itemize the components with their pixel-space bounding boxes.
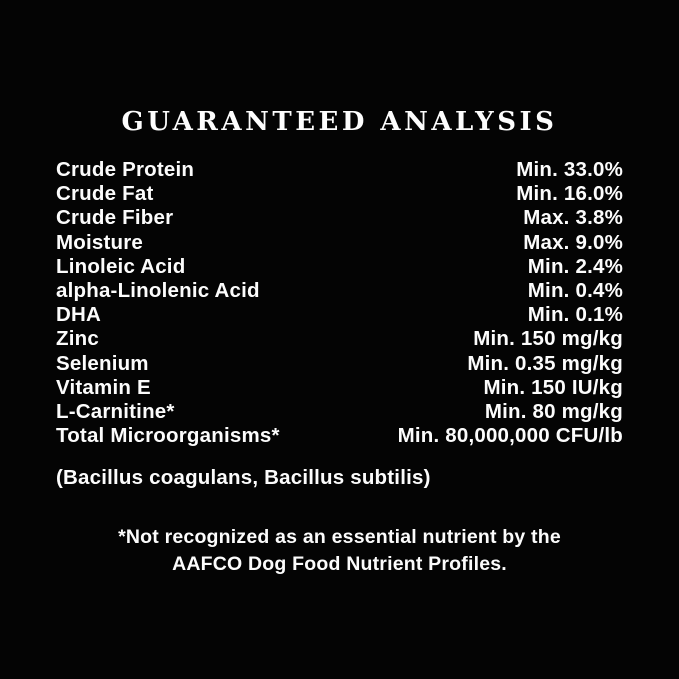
nutrient-row: Crude Fat Min. 16.0%: [56, 182, 623, 206]
footnote: *Not recognized as an essential nutrient…: [0, 524, 679, 578]
nutrient-value: Min. 0.1%: [527, 303, 623, 327]
nutrient-value: Min. 0.35 mg/kg: [467, 351, 623, 375]
panel-title: GUARANTEED ANALYSIS: [121, 107, 558, 137]
nutrient-row: L-Carnitine* Min. 80 mg/kg: [56, 400, 623, 424]
nutrient-value: Min. 150 mg/kg: [473, 327, 623, 351]
nutrient-value: Min. 150 IU/kg: [483, 375, 623, 399]
nutrient-row: Selenium Min. 0.35 mg/kg: [56, 352, 623, 376]
nutrient-name: Vitamin E: [56, 375, 151, 399]
nutrient-row: Zinc Min. 150 mg/kg: [56, 327, 623, 351]
nutrient-row: Crude Protein Min. 33.0%: [56, 158, 623, 182]
nutrient-name: Zinc: [56, 327, 99, 351]
nutrient-row: DHA Min. 0.1%: [56, 303, 623, 327]
nutrient-name: Linoleic Acid: [56, 254, 186, 278]
nutrient-row: Linoleic Acid Min. 2.4%: [56, 255, 623, 279]
nutrient-name: Crude Protein: [56, 158, 195, 181]
nutrient-row: alpha-Linolenic Acid Min. 0.4%: [56, 279, 623, 303]
nutrient-value: Min. 2.4%: [527, 254, 623, 278]
nutrient-row: Crude Fiber Max. 3.8%: [56, 206, 623, 230]
nutrient-value: Min. 16.0%: [516, 182, 623, 206]
nutrient-row: Vitamin E Min. 150 IU/kg: [56, 376, 623, 400]
nutrient-name: DHA: [56, 303, 102, 327]
footnote-line-2: AAFCO Dog Food Nutrient Profiles.: [172, 552, 507, 575]
nutrient-table: Crude Protein Min. 33.0% Crude Fat Min. …: [56, 158, 623, 448]
nutrient-value: Max. 3.8%: [523, 206, 623, 230]
nutrient-name: Selenium: [56, 351, 149, 375]
nutrient-value: Min. 33.0%: [516, 158, 623, 181]
nutrient-row: Total Microorganisms* Min. 80,000,000 CF…: [56, 424, 623, 448]
nutrient-name: Moisture: [56, 230, 144, 254]
nutrient-value: Max. 9.0%: [523, 230, 623, 254]
nutrient-name: Crude Fiber: [56, 206, 174, 230]
nutrient-value: Min. 80 mg/kg: [484, 400, 623, 424]
nutrient-value: Min. 80,000,000 CFU/lb: [397, 424, 623, 448]
microorganisms-species-line: (Bacillus coagulans, Bacillus subtilis): [56, 466, 431, 490]
nutrient-value: Min. 0.4%: [527, 279, 623, 303]
nutrient-name: Total Microorganisms*: [56, 424, 280, 448]
footnote-line-1: *Not recognized as an essential nutrient…: [118, 525, 561, 548]
nutrient-name: L-Carnitine*: [56, 400, 175, 424]
nutrient-name: alpha-Linolenic Acid: [56, 279, 260, 303]
nutrient-row: Moisture Max. 9.0%: [56, 231, 623, 255]
nutrient-name: Crude Fat: [56, 182, 154, 206]
